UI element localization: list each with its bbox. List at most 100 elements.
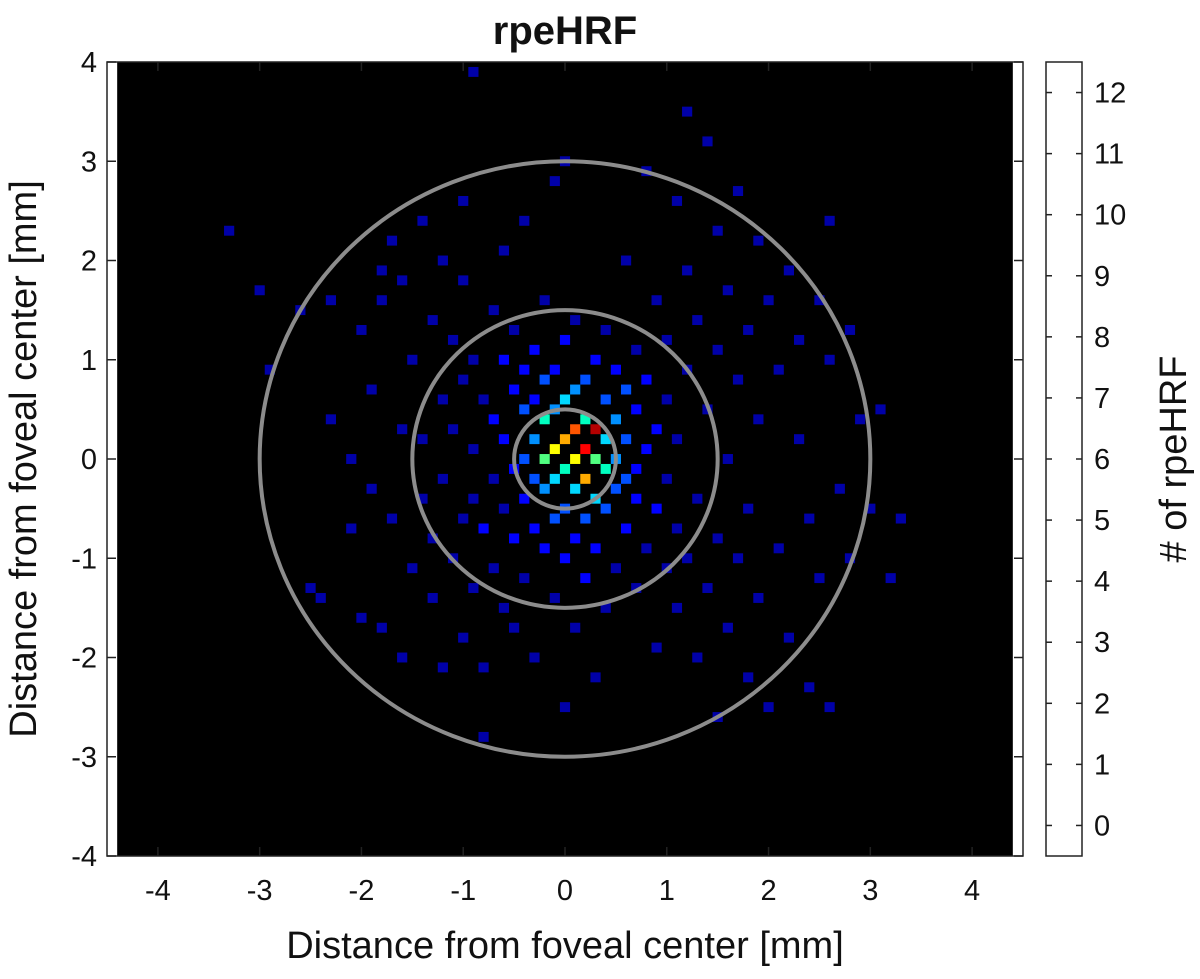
heatmap-cell: [437, 255, 448, 266]
heatmap-cell: [478, 394, 489, 405]
heatmap-cell: [702, 583, 713, 593]
heatmap-cell: [682, 106, 693, 117]
heatmap-cell: [325, 414, 336, 425]
heatmap-cell: [519, 573, 530, 584]
heatmap-cell: [397, 275, 408, 286]
heatmap-cell: [386, 235, 398, 246]
heatmap-cell: [570, 454, 581, 464]
heatmap-cell: [458, 632, 469, 643]
heatmap-cell: [671, 195, 683, 206]
heatmap-cell: [570, 622, 581, 633]
heatmap-cell: [753, 235, 764, 246]
heatmap-cell: [631, 583, 642, 593]
heatmap-cell: [488, 305, 499, 316]
heatmap-cell: [509, 384, 520, 395]
heatmap-cell: [722, 454, 733, 464]
heatmap-cell: [376, 265, 387, 276]
heatmap-cell: [824, 354, 835, 365]
heatmap-cell: [814, 295, 825, 306]
heatmap-cell: [458, 275, 469, 286]
x-tick-label: 4: [964, 875, 980, 907]
heatmap-cell: [824, 215, 835, 226]
heatmap-cell: [580, 374, 591, 385]
heatmap-cell: [498, 434, 510, 445]
heatmap-cell: [376, 622, 387, 633]
heatmap-cell: [651, 295, 662, 306]
heatmap-cell: [559, 702, 571, 713]
colorbar-tick-label: 10: [1094, 200, 1126, 232]
heatmap-cell: [305, 583, 316, 593]
heatmap-cell: [661, 394, 672, 405]
heatmap-cell: [529, 344, 540, 355]
heatmap-cell: [468, 583, 479, 593]
heatmap-cell: [458, 513, 469, 524]
chart-title: rpeHRF: [493, 9, 637, 53]
heatmap-cell: [539, 543, 550, 554]
heatmap-background: [117, 62, 1013, 856]
heatmap-cell: [437, 662, 448, 673]
heatmap-cell: [610, 414, 621, 425]
heatmap-cell: [610, 364, 621, 375]
heatmap-cell: [509, 325, 520, 335]
heatmap-cell: [468, 493, 479, 504]
heatmap-cell: [458, 195, 469, 206]
heatmap-cell: [600, 503, 611, 514]
heatmap-cell: [580, 513, 591, 524]
colorbar-tick-label: 9: [1094, 261, 1110, 293]
heatmap-cell: [397, 652, 408, 663]
heatmap-cell: [417, 215, 428, 226]
heatmap-cell: [549, 364, 560, 375]
heatmap-cell: [519, 404, 530, 415]
heatmap-cell: [539, 483, 550, 494]
colorbar-tick-label: 5: [1094, 505, 1110, 537]
heatmap-cell: [641, 444, 652, 455]
heatmap-cell: [478, 731, 489, 742]
heatmap-cell: [580, 573, 591, 584]
heatmap-cell: [590, 354, 601, 365]
heatmap-cell: [620, 473, 632, 484]
heatmap-cell: [539, 295, 550, 306]
y-tick-label: 2: [81, 246, 97, 278]
heatmap-cell: [346, 523, 357, 534]
heatmap-cell: [570, 424, 581, 435]
heatmap-cell: [610, 483, 621, 494]
colorbar-tick-label: 8: [1094, 322, 1110, 354]
heatmap-cell: [682, 553, 693, 564]
heatmap-cell: [641, 374, 652, 385]
heatmap-cell: [875, 404, 886, 415]
heatmap-cell: [570, 384, 581, 395]
ring-circle: [512, 407, 618, 511]
y-tick-label: -4: [71, 841, 97, 873]
heatmap-cell: [529, 652, 540, 663]
heatmap-cell: [651, 424, 662, 435]
heatmap-cell: [590, 424, 601, 435]
heatmap-cell: [417, 434, 428, 445]
heatmap-cell: [590, 672, 601, 683]
heatmap-cell: [855, 414, 866, 425]
heatmap-cell: [488, 473, 499, 484]
heatmap-cell: [529, 473, 540, 484]
heatmap-cell: [488, 563, 499, 574]
heatmap-cell: [651, 503, 662, 514]
heatmap-cell: [559, 434, 571, 445]
heatmap-cell: [763, 295, 774, 306]
heatmap-cell: [559, 463, 571, 474]
heatmap-cell: [722, 285, 733, 296]
heatmap-cell: [549, 444, 560, 455]
heatmap-cell: [417, 493, 428, 504]
heatmap-cell: [590, 454, 601, 464]
heatmap-cell: [529, 523, 540, 534]
heatmap-cell: [844, 325, 856, 335]
heatmap-cell: [549, 473, 560, 484]
x-tick-label: 1: [659, 875, 675, 907]
heatmap-cell: [519, 454, 530, 464]
heatmap-cell: [437, 394, 448, 405]
heatmap-cell: [407, 354, 418, 365]
heatmap-cell: [783, 265, 794, 276]
colorbar-tick-label: 2: [1094, 688, 1110, 720]
colorbar-tick-label: 4: [1094, 566, 1110, 598]
heatmap-cell: [519, 215, 530, 226]
heatmap-cell: [570, 315, 581, 326]
